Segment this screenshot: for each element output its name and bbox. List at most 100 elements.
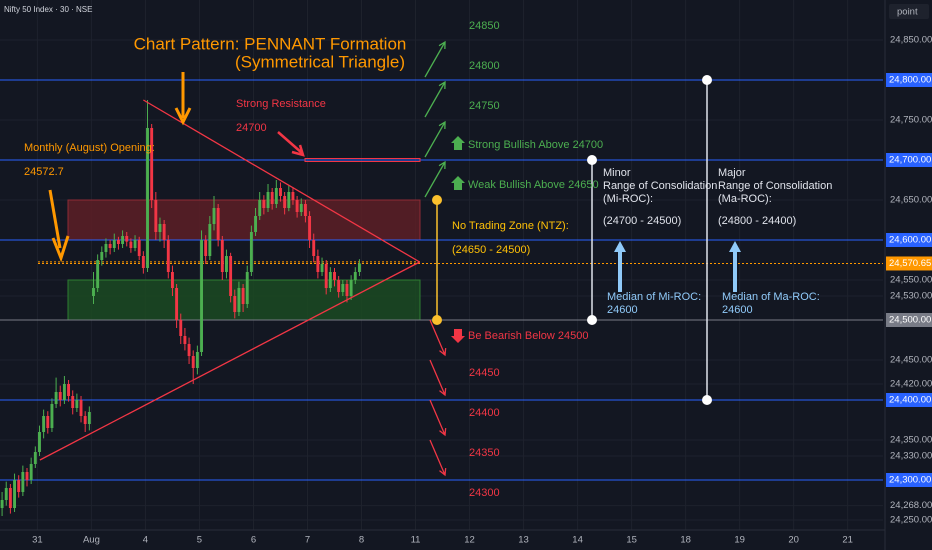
x-tick-label: 15 <box>626 535 637 546</box>
x-tick-label: 21 <box>842 535 853 546</box>
candle-body <box>29 464 33 480</box>
monthly-open-label: Monthly (August) Opening: <box>24 142 155 154</box>
candle-body <box>200 240 203 352</box>
y-tick-label: 24,420.00 <box>890 379 932 390</box>
median-arrow <box>729 241 741 292</box>
bearish-label: Be Bearish Below 24500 <box>468 330 588 342</box>
candle-body <box>191 356 195 368</box>
candle-body <box>62 384 66 400</box>
candle-body <box>337 280 341 292</box>
price-label-box <box>886 256 932 271</box>
trend-line <box>39 261 420 461</box>
bearish-arrow <box>429 439 447 477</box>
zone <box>67 199 421 241</box>
candle-body <box>237 288 241 312</box>
candle-body <box>112 240 116 248</box>
candle-body <box>233 296 237 312</box>
candle-body <box>162 224 166 240</box>
median-label: Median of Mi-ROC: <box>607 291 701 303</box>
range-label: (24700 - 24500) <box>603 215 681 227</box>
candle-body <box>150 128 154 200</box>
price-label-box <box>886 313 932 327</box>
price-label-box <box>886 393 932 407</box>
candle-body <box>249 232 253 272</box>
candle-body <box>166 240 170 272</box>
ntz-end <box>432 195 442 205</box>
x-tick-label: 8 <box>359 535 364 546</box>
candle-body <box>328 272 332 288</box>
candle-body <box>295 200 299 212</box>
candle-body <box>179 320 183 336</box>
candle-body <box>195 352 199 368</box>
bearish-target: 24400 <box>469 407 500 419</box>
range-end <box>702 395 712 405</box>
candle-body <box>146 128 149 268</box>
range-end <box>587 155 597 165</box>
median-label: Median of Ma-ROC: <box>722 291 820 303</box>
bullish-arrow <box>424 120 446 158</box>
candle-body <box>345 284 349 296</box>
candle-body <box>129 241 133 248</box>
y-tick-label: 24,850.00 <box>890 35 932 46</box>
candle-body <box>279 188 282 196</box>
candle-body <box>183 336 187 344</box>
candle-body <box>108 244 112 248</box>
candle-body <box>25 472 29 480</box>
candle-body <box>116 240 120 244</box>
candle-body <box>283 196 287 208</box>
bullish-arrow <box>424 80 446 118</box>
y-tick-label: 24,650.00 <box>890 195 932 206</box>
candle-body <box>154 200 158 232</box>
candle-body <box>17 480 21 492</box>
price-label: 24,500.00 <box>889 315 931 326</box>
x-tick-label: 18 <box>680 535 691 546</box>
range-title: Range of Consolidation <box>603 180 717 192</box>
symbol-header: Nifty 50 Index · 30 · NSE <box>4 5 92 14</box>
candle-body <box>187 344 191 356</box>
weak-bullish-label: Weak Bullish Above 24650 <box>468 179 599 191</box>
candle-body <box>121 236 125 244</box>
candle-body <box>158 224 162 232</box>
range-title: Range of Consolidation <box>718 180 832 192</box>
bearish-target: 24350 <box>469 447 500 459</box>
candle-body <box>71 396 75 408</box>
candle-body <box>33 452 37 464</box>
range-title: (Ma-ROC): <box>718 193 772 205</box>
candle-body <box>308 216 312 240</box>
candle-body <box>79 400 83 416</box>
price-label: 24,800.00 <box>889 75 931 86</box>
candle-body <box>42 416 46 432</box>
x-tick-label: 5 <box>197 535 202 546</box>
price-label-box <box>886 153 932 167</box>
candle-body <box>125 236 129 242</box>
bullish-arrow <box>424 40 446 78</box>
candle-body <box>216 208 220 240</box>
bullish-target: 24750 <box>469 100 500 112</box>
candle-body <box>353 272 357 280</box>
range-title: Minor <box>603 167 631 179</box>
candle-body <box>299 204 303 212</box>
candle-body <box>266 192 270 208</box>
candle-body <box>104 244 108 252</box>
y-tick-label: 24,530.00 <box>890 291 932 302</box>
x-tick-label: 4 <box>143 535 148 546</box>
candle-body <box>100 252 104 260</box>
price-label-box <box>886 233 932 247</box>
monthly-open-value: 24572.7 <box>24 166 64 178</box>
up-icon <box>451 176 465 190</box>
candle-body <box>324 264 328 288</box>
candle-body <box>320 264 324 272</box>
candle-body <box>212 208 216 224</box>
candle-body <box>133 240 137 248</box>
candle-body <box>54 392 58 404</box>
y-tick-label: 24,350.00 <box>890 435 932 446</box>
candle-body <box>208 224 212 256</box>
candle-body <box>349 280 353 296</box>
resistance-label: Strong Resistance <box>236 98 326 110</box>
bullish-target: 24850 <box>469 20 500 32</box>
x-tick-label: 14 <box>572 535 583 546</box>
candle-body <box>4 488 8 500</box>
candle-body <box>21 472 25 492</box>
strong-bullish-label: Strong Bullish Above 24700 <box>468 139 603 151</box>
